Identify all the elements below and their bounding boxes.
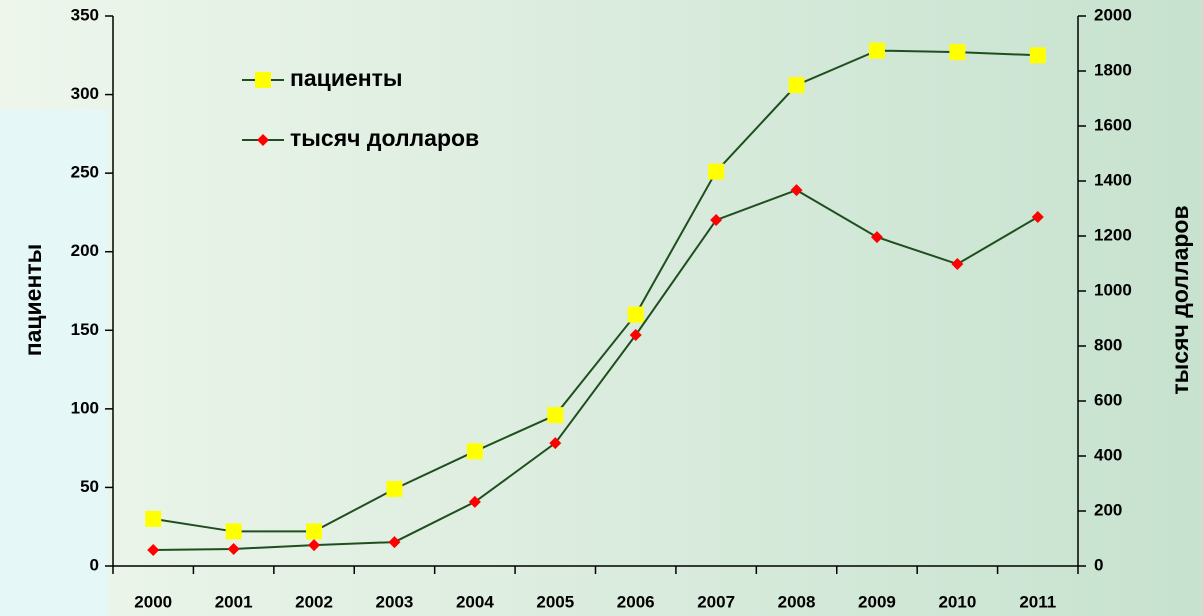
point [145,510,162,527]
x-tick-label: 2011 [1019,592,1056,611]
y-tick-label: 0 [90,555,99,574]
x-tick-label: 2007 [697,592,735,611]
point [147,544,160,557]
series-line [153,49,1038,533]
y-axis-title: пациенты [20,244,46,357]
point [788,77,805,94]
point [949,44,966,61]
y-tick-label: 50 [80,477,99,496]
y-tick-label: 100 [71,398,99,417]
point [627,306,644,323]
point [306,523,323,540]
y2-tick-label: 1400 [1094,170,1132,189]
x-tick-label: 2002 [295,592,333,611]
point [790,184,803,197]
x-tick-label: 2001 [215,592,253,611]
point [386,481,403,497]
point [549,437,562,450]
series-line [153,188,1039,552]
y2-axis-title: тысяч долларов [1167,205,1193,394]
y2-tick-label: 200 [1094,500,1122,519]
point [1029,47,1046,64]
point [708,163,725,180]
y2-tick-label: 1200 [1094,225,1132,244]
y-tick-label: 250 [71,163,99,182]
x-tick-label: 2006 [617,592,655,611]
y-tick-label: 350 [71,5,99,24]
x-tick-label: 2004 [456,592,494,611]
y2-tick-label: 1800 [1094,60,1132,79]
y-tick-label: 300 [71,84,99,103]
x-tick-label: 2003 [376,592,414,611]
y2-tick-label: 1600 [1094,115,1132,134]
legend-marker [257,134,269,146]
point [868,42,885,59]
point [629,329,642,341]
point [308,539,321,552]
y2-tick-label: 0 [1094,555,1103,574]
x-tick-label: 2010 [938,592,976,611]
x-tick-label: 2009 [858,592,896,611]
y2-tick-label: 400 [1094,445,1122,464]
point [870,231,883,244]
point [710,214,723,227]
point [951,258,964,271]
point [227,542,240,555]
y2-tick-label: 2000 [1094,5,1132,24]
y-tick-label: 150 [71,320,99,339]
point [1031,211,1044,224]
label-box [0,110,108,616]
legend-marker [255,72,271,88]
y2-tick-label: 1000 [1094,280,1132,299]
y2-tick-label: 800 [1094,335,1122,354]
point [468,495,481,508]
legend-label: тысяч долларов [290,125,479,151]
y2-tick-label: 600 [1094,390,1122,409]
legend-label: пациенты [290,65,403,91]
point [225,523,242,540]
x-tick-label: 2000 [134,592,172,611]
point [466,443,483,460]
x-tick-label: 2005 [536,592,574,611]
point [547,407,564,424]
point [388,536,401,549]
y-tick-label: 200 [71,241,99,260]
x-tick-label: 2008 [778,592,816,611]
